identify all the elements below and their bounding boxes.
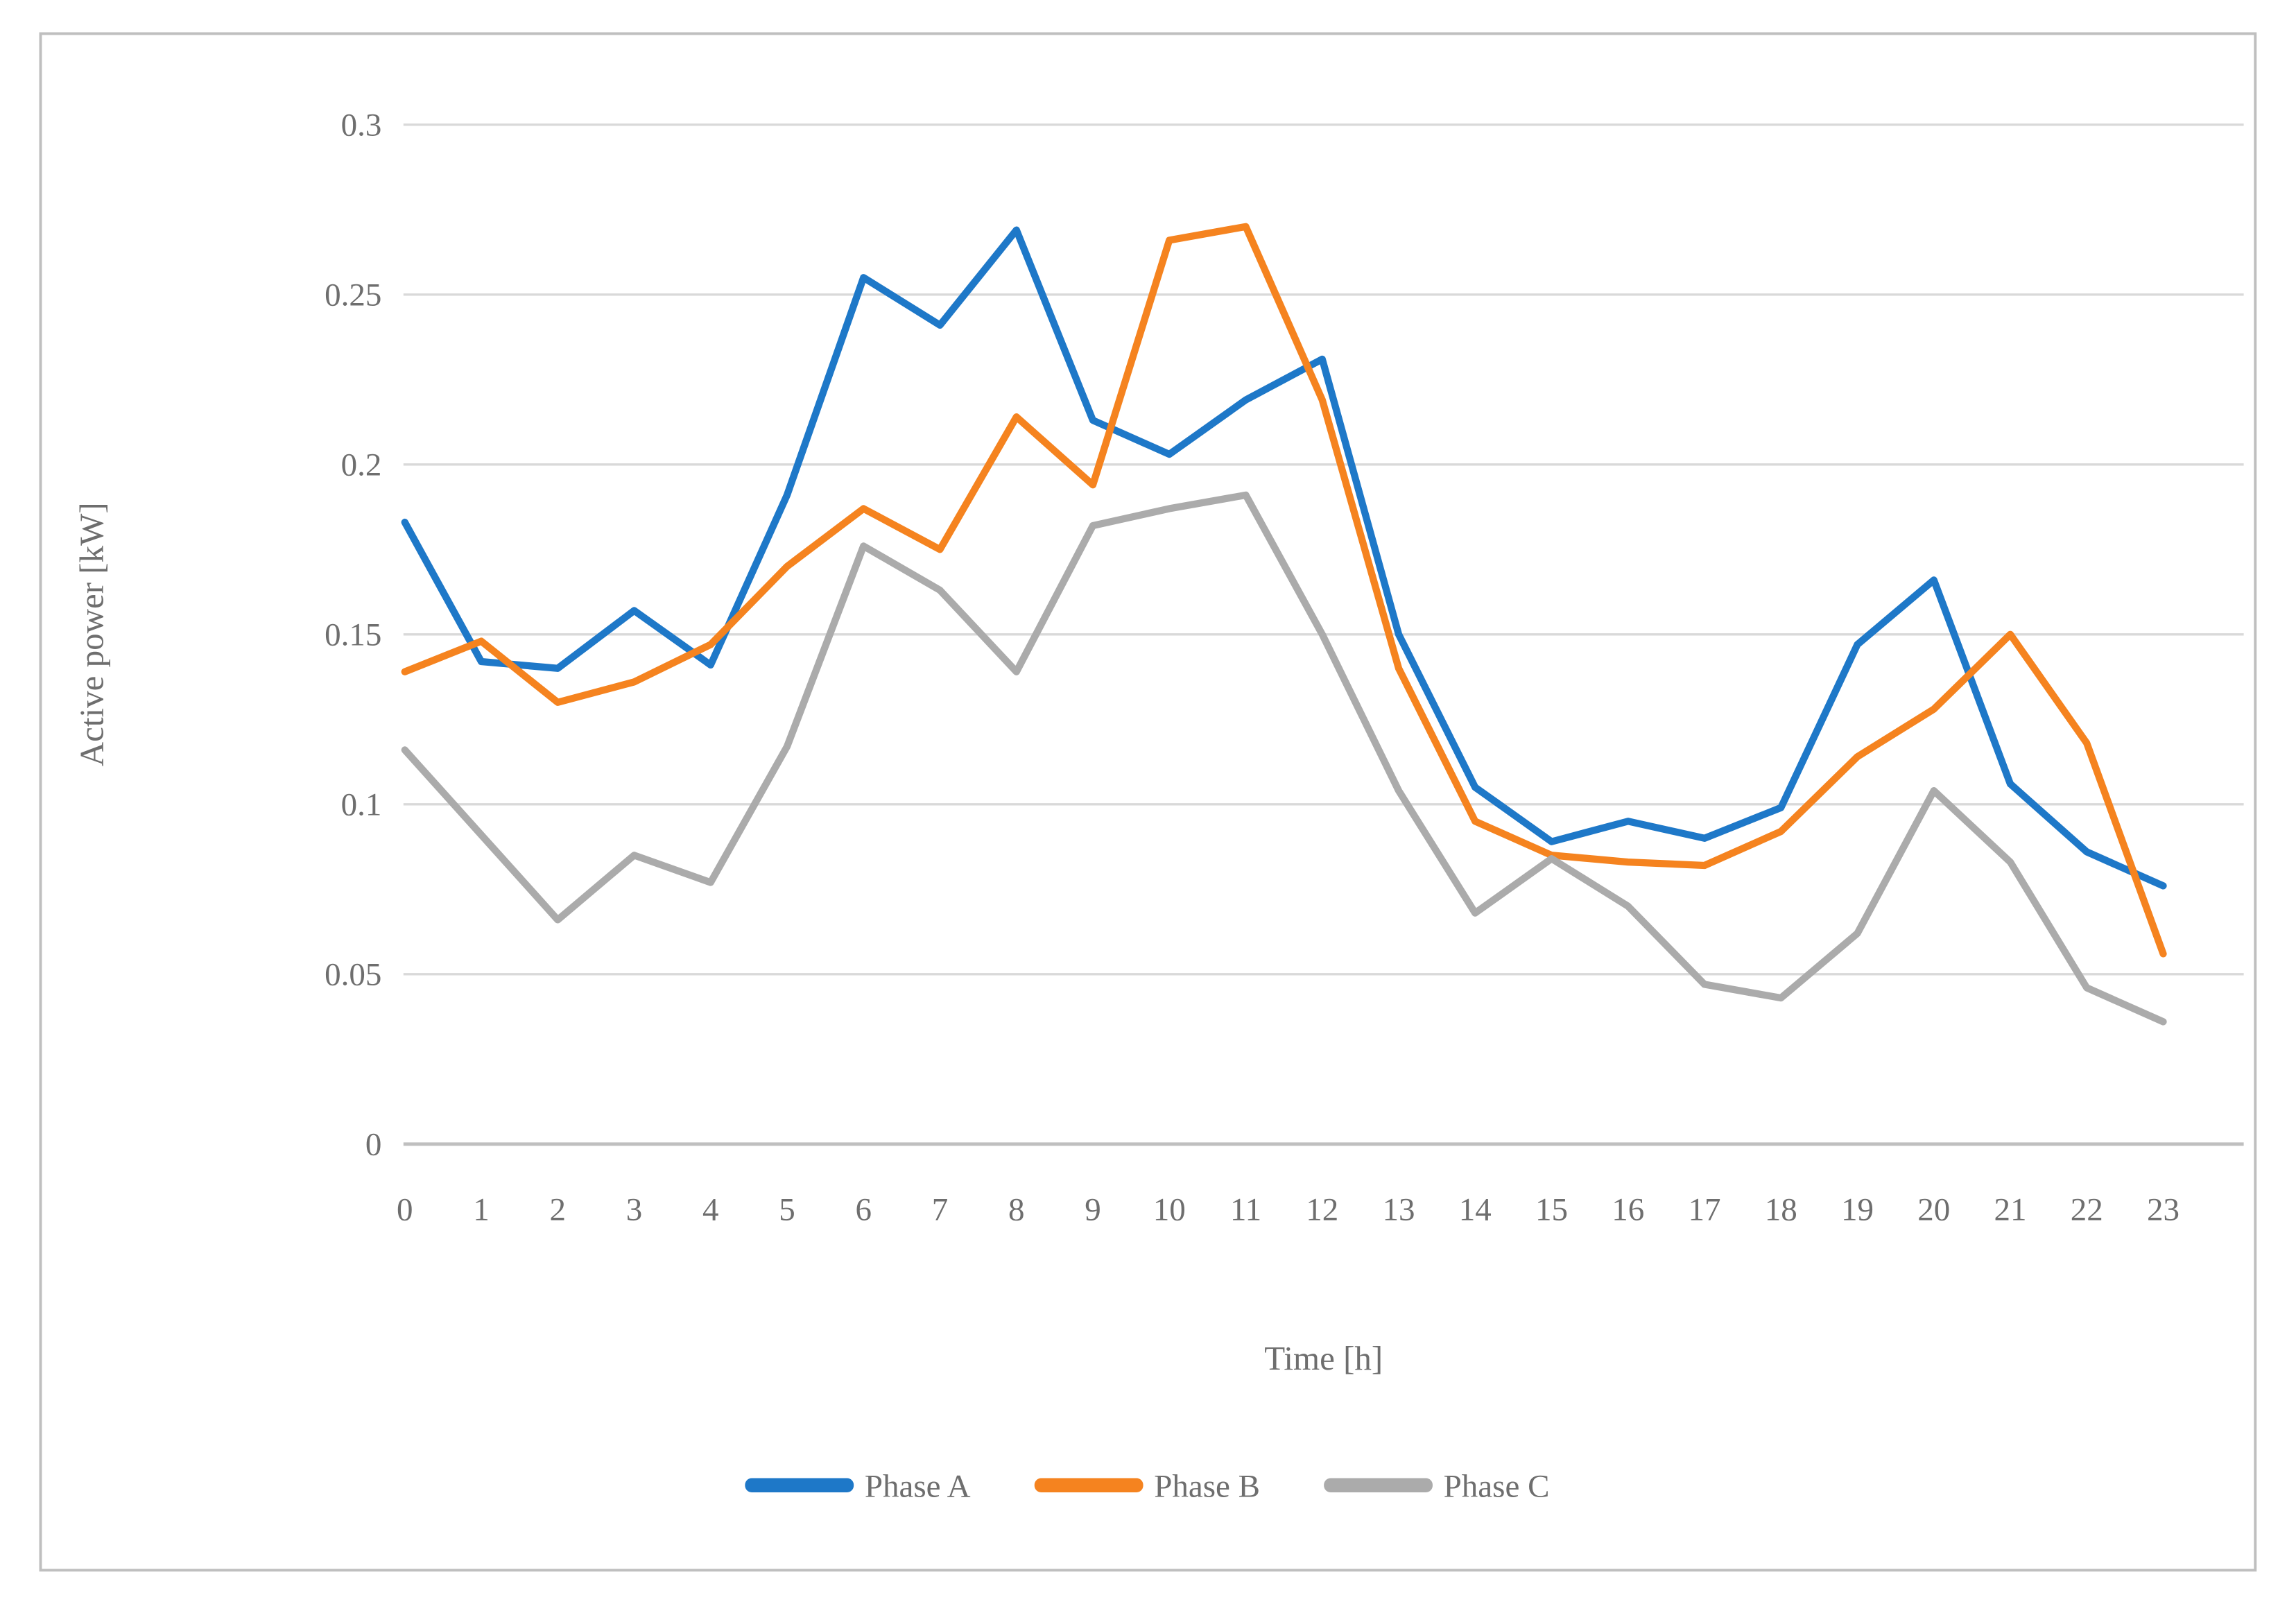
legend-swatch bbox=[1324, 1478, 1433, 1493]
x-tick-label: 14 bbox=[1459, 1192, 1492, 1228]
legend-label: Phase A bbox=[865, 1469, 971, 1505]
x-tick-label: 22 bbox=[2071, 1192, 2103, 1228]
y-tick-label: 0.05 bbox=[325, 957, 381, 993]
x-tick-label: 9 bbox=[1085, 1192, 1101, 1228]
y-tick-label: 0.15 bbox=[325, 617, 381, 653]
series-lines bbox=[401, 223, 2167, 1026]
y-tick-label: 0.3 bbox=[341, 107, 382, 144]
line-chart-canvas: 00.050.10.150.20.250.30 1 2 3 4 5 6 7 8 9 10 11 12 13… bbox=[23, 16, 2273, 1588]
chart-frame-border bbox=[39, 32, 2257, 1572]
y-tick-label: 0 bbox=[365, 1127, 382, 1163]
legend-label: Phase B bbox=[1154, 1469, 1260, 1505]
x-tick-label: 4 bbox=[702, 1192, 719, 1228]
legend-item-phase-c: Phase C bbox=[1324, 1469, 1550, 1505]
y-axis-title: Active power [kW] bbox=[73, 503, 111, 767]
gridlines bbox=[403, 123, 2244, 1146]
x-tick-label: 6 bbox=[856, 1192, 872, 1228]
chart: 0 0.05 0.1 0.15 0.2 0.25 0.3 0 1 2 3 4 5 6 7 8 9 10 11 12 13… bbox=[23, 16, 2273, 1588]
x-axis-title: Time [h] bbox=[1264, 1339, 1383, 1377]
y-tick-label: 0.1 bbox=[341, 787, 382, 823]
legend-swatch bbox=[745, 1478, 854, 1493]
x-tick-label: 20 bbox=[1917, 1192, 1950, 1228]
x-tick-label: 12 bbox=[1306, 1192, 1338, 1228]
legend: Phase A Phase B Phase C bbox=[745, 1469, 1550, 1505]
legend-item-phase-b: Phase B bbox=[1034, 1469, 1260, 1505]
series-line-phase-c bbox=[401, 491, 2167, 1026]
chart-background bbox=[23, 16, 2273, 1588]
x-tick-label: 18 bbox=[1765, 1192, 1797, 1228]
legend-item-phase-a: Phase A bbox=[745, 1469, 971, 1505]
x-tick-label: 1 bbox=[473, 1192, 490, 1228]
x-tick-label: 8 bbox=[1008, 1192, 1025, 1228]
y-tick-label: 0.2 bbox=[341, 447, 382, 483]
y-tick-label: 0.25 bbox=[325, 277, 381, 313]
legend-swatch bbox=[1034, 1478, 1143, 1493]
x-tick-label: 21 bbox=[1994, 1192, 2027, 1228]
x-tick-label: 17 bbox=[1689, 1192, 1721, 1228]
x-tick-label: 7 bbox=[932, 1192, 949, 1228]
x-tick-label: 2 bbox=[550, 1192, 567, 1228]
x-tick-label: 0 bbox=[397, 1192, 413, 1228]
x-tick-label: 23 bbox=[2147, 1192, 2180, 1228]
x-tick-label: 16 bbox=[1612, 1192, 1644, 1228]
x-tick-label: 10 bbox=[1153, 1192, 1186, 1228]
x-tick-label: 13 bbox=[1383, 1192, 1415, 1228]
x-tick-label: 11 bbox=[1230, 1192, 1261, 1228]
x-axis-tick-labels: 0 1 2 3 4 5 6 7 8 9 10 11 12 13 14 15 16 17 18 19 20 21 22 23 bbox=[397, 1192, 2180, 1228]
x-tick-label: 15 bbox=[1535, 1192, 1568, 1228]
y-axis-tick-labels: 0 0.05 0.1 0.15 0.2 0.25 0.3 bbox=[325, 107, 381, 1163]
x-tick-label: 19 bbox=[1841, 1192, 1874, 1228]
x-tick-label: 3 bbox=[626, 1192, 643, 1228]
series-line-phase-b bbox=[401, 223, 2167, 958]
series-line-phase-a bbox=[401, 226, 2167, 890]
legend-label: Phase C bbox=[1444, 1469, 1550, 1505]
x-tick-label: 5 bbox=[779, 1192, 795, 1228]
